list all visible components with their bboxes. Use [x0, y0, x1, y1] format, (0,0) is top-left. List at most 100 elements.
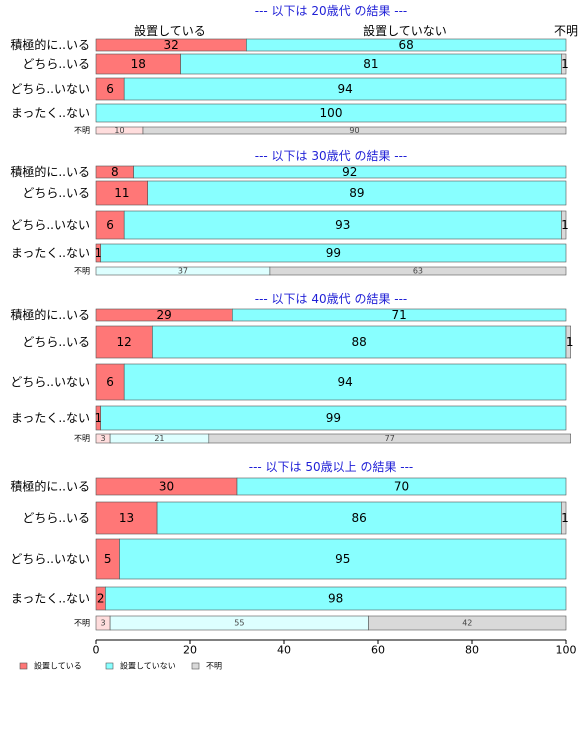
- data-label: 88: [352, 335, 367, 349]
- data-label: 1: [566, 335, 574, 349]
- panel-4: --- 以下は 50歳以上 の結果 --- 積極的に..いる 30 70 どちら..いる…: [10, 460, 569, 631]
- data-label: 18: [131, 57, 146, 71]
- legend-swatch: [19, 662, 28, 670]
- data-label: 1: [561, 57, 569, 71]
- bar-row: どちら..いない 6 93 1: [10, 210, 569, 240]
- category-label: どちら..いない: [10, 552, 90, 566]
- data-label: 12: [117, 335, 132, 349]
- bar-segment: [95, 103, 567, 123]
- panel-3: --- 以下は 40歳代 の結果 --- 積極的に..いる 29 71 どちら..いる 1…: [10, 292, 574, 444]
- x-tick-label: 0: [93, 644, 100, 657]
- category-label: 積極的に..いる: [10, 37, 90, 52]
- unknown-data-label: 63: [413, 267, 423, 276]
- data-label: 1: [95, 411, 103, 425]
- data-label: 1: [561, 218, 569, 232]
- x-tick-label: 20: [183, 644, 197, 657]
- bar-row: まったく..ない 2 98: [11, 586, 567, 611]
- x-tick-label: 60: [371, 644, 385, 657]
- bar-row: どちら..いない 5 95: [10, 538, 567, 580]
- bar-segment: [123, 77, 567, 101]
- category-label: まったく..ない: [11, 106, 90, 120]
- data-label: 6: [106, 375, 114, 389]
- bar-segment: [232, 308, 567, 322]
- unknown-segment: [142, 126, 567, 135]
- category-label: どちら..いる: [22, 57, 90, 71]
- data-label: 1: [95, 246, 103, 260]
- category-label: まったく..ない: [11, 592, 90, 606]
- bar-row: どちら..いない 6 94: [10, 363, 567, 401]
- bar-row: まったく..ない 100: [11, 103, 567, 123]
- panel-1: --- 以下は 20歳代 の結果 ---設置している 設置していない 不明積極的に.…: [10, 4, 578, 135]
- legend-label: 設置していない: [120, 661, 176, 671]
- data-label: 2: [97, 592, 105, 606]
- plot-area: --- 以下は 20歳代 の結果 ---設置している 設置していない 不明積極的に.…: [10, 4, 578, 631]
- unknown-row-label: 不明: [74, 619, 90, 628]
- data-label: 89: [349, 186, 364, 200]
- unknown-data-label: 77: [385, 434, 395, 443]
- category-label: どちら..いない: [10, 82, 90, 96]
- column-label-unknown: 不明: [554, 24, 578, 38]
- unknown-data-label: 55: [234, 619, 244, 628]
- bar-segment: [123, 210, 562, 240]
- legend-item: 不明: [191, 662, 222, 671]
- category-label: まったく..ない: [11, 246, 90, 260]
- panel-title: --- 以下は 20歳代 の結果 ---: [255, 4, 408, 18]
- x-axis: 0 20 40 60 80 100: [93, 639, 577, 657]
- bar-row: まったく..ない 1 99: [11, 405, 567, 431]
- category-label: どちら..いない: [10, 375, 90, 389]
- data-label: 93: [335, 218, 350, 232]
- category-label: 積極的に..いる: [10, 307, 90, 322]
- data-label: 94: [337, 375, 352, 389]
- bar-segment: [95, 325, 153, 359]
- legend-label: 設置している: [34, 661, 82, 671]
- unknown-row-label: 不明: [74, 434, 90, 443]
- unknown-data-label: 37: [178, 267, 188, 276]
- data-label: 11: [114, 186, 129, 200]
- unknown-row: 不明 10 90: [74, 126, 567, 135]
- bar-row: まったく..ない 1 99: [11, 243, 567, 263]
- data-label: 86: [352, 511, 367, 525]
- bar-segment: [95, 501, 158, 535]
- bar-segment: [565, 325, 571, 359]
- column-label-installed: 設置している: [134, 23, 206, 38]
- legend-item: 設置していない: [105, 661, 176, 671]
- data-label: 32: [164, 38, 179, 52]
- category-label: まったく..ない: [11, 411, 90, 425]
- data-label: 8: [111, 165, 119, 179]
- bar-row: どちら..いる 13 86 1: [22, 501, 569, 535]
- data-label: 5: [104, 552, 112, 566]
- bar-row: どちら..いる 18 81 1: [22, 53, 569, 75]
- category-label: どちら..いる: [22, 335, 90, 349]
- unknown-segment: [269, 266, 567, 276]
- unknown-row-label: 不明: [74, 126, 90, 135]
- bar-segment: [95, 210, 125, 240]
- bar-segment: [560, 501, 567, 535]
- bar-segment: [123, 363, 567, 401]
- unknown-data-label: 21: [154, 434, 164, 443]
- bar-row: 積極的に..いる 30 70: [10, 477, 567, 496]
- data-label: 6: [106, 218, 114, 232]
- bar-segment: [105, 586, 567, 611]
- legend-swatch: [191, 662, 200, 670]
- data-label: 71: [392, 308, 407, 322]
- legend-item: 設置している: [19, 661, 82, 671]
- unknown-data-label: 42: [462, 619, 472, 628]
- unknown-data-label: 90: [349, 126, 359, 135]
- bar-row: どちら..いない 6 94: [10, 77, 567, 101]
- data-label: 94: [337, 82, 352, 96]
- bar-row: どちら..いる 12 88 1: [22, 325, 574, 359]
- data-label: 1: [561, 511, 569, 525]
- bar-segment: [133, 165, 567, 179]
- bar-segment: [119, 538, 567, 580]
- unknown-segment: [368, 615, 567, 631]
- data-label: 30: [159, 480, 174, 494]
- data-label: 99: [326, 411, 341, 425]
- data-label: 81: [363, 57, 378, 71]
- bar-segment: [95, 180, 149, 206]
- bar-row: 積極的に..いる 32 68: [10, 37, 567, 52]
- unknown-row: 不明 3 21 77: [74, 433, 571, 444]
- unknown-row: 不明 37 63: [74, 266, 567, 276]
- unknown-data-label: 3: [101, 619, 106, 628]
